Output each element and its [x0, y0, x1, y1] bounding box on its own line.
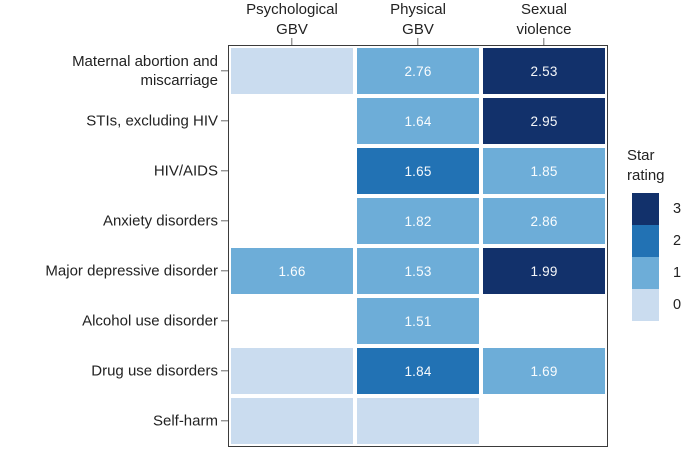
- cell-value: 1.85: [530, 163, 558, 179]
- legend-entry: 0: [632, 288, 685, 321]
- y-axis-tick: [221, 220, 228, 222]
- cell-value: 2.76: [404, 63, 432, 79]
- legend-label: 3: [673, 200, 682, 217]
- column-header: Psychological GBV: [246, 1, 338, 38]
- row-label: Alcohol use disorder: [82, 312, 218, 330]
- heatmap-cell: 1.51: [357, 298, 479, 344]
- heatmap-cell: [231, 348, 353, 394]
- cell-value: 1.99: [530, 263, 558, 279]
- cell-value: 1.66: [278, 263, 306, 279]
- y-axis-tick: [221, 370, 228, 372]
- cell-value: 2.53: [530, 63, 558, 79]
- cell-value: 1.65: [404, 163, 432, 179]
- heatmap-cell: 1.99: [483, 248, 605, 294]
- heatmap-cell: 1.82: [357, 198, 479, 244]
- plot-grid: 2.76 2.53 1.64 2.95 1.65 1.85 1.82 2.86 1.66 1.53…: [228, 45, 608, 447]
- heatmap-cell: 1.53: [357, 248, 479, 294]
- cell-value: 2.86: [530, 213, 558, 229]
- cell-value: 1.84: [404, 363, 432, 379]
- row-label: Maternal abortion and miscarriage: [72, 52, 218, 89]
- legend-entry: 2: [632, 224, 685, 257]
- legend-label: 1: [673, 264, 682, 281]
- legend-swatch: [632, 224, 659, 257]
- heatmap-cell: [231, 298, 353, 344]
- cell-value: 1.51: [404, 313, 432, 329]
- row-label: Anxiety disorders: [102, 212, 218, 230]
- legend-swatch: [632, 288, 659, 321]
- y-axis-tick: [221, 270, 228, 272]
- heatmap-cell: [483, 398, 605, 444]
- x-axis-tick: [417, 38, 419, 45]
- legend: Star rating 3 2 1 0: [627, 146, 685, 321]
- heatmap-cell: [231, 398, 353, 444]
- y-axis-tick: [221, 170, 228, 172]
- y-axis-tick: [221, 320, 228, 322]
- heatmap-cell: 1.69: [483, 348, 605, 394]
- heatmap-cell: [357, 398, 479, 444]
- legend-label: 0: [673, 296, 682, 313]
- heatmap-cell: 1.84: [357, 348, 479, 394]
- heatmap-cell: [483, 298, 605, 344]
- cell-value: 1.53: [404, 263, 432, 279]
- cell-value: 1.69: [530, 363, 558, 379]
- x-axis-tick: [543, 38, 545, 45]
- heatmap-cell: 2.53: [483, 48, 605, 94]
- legend-label: 2: [673, 232, 682, 249]
- y-axis-tick: [221, 70, 228, 72]
- heatmap-cell: [231, 198, 353, 244]
- legend-entry: 1: [632, 256, 685, 289]
- cell-value: 1.64: [404, 113, 432, 129]
- legend-title: Star rating: [627, 147, 665, 184]
- row-label: Major depressive disorder: [45, 262, 218, 280]
- y-axis-tick: [221, 120, 228, 122]
- heatmap-cell: 2.76: [357, 48, 479, 94]
- legend-colorbar: 3 2 1 0: [632, 192, 685, 321]
- cell-value: 1.82: [404, 213, 432, 229]
- row-label: STIs, excluding HIV: [86, 112, 218, 130]
- heatmap-cell: 2.95: [483, 98, 605, 144]
- column-header: Physical GBV: [390, 1, 446, 38]
- y-axis-tick: [221, 420, 228, 422]
- row-label: HIV/AIDS: [153, 162, 218, 180]
- heatmap-cell: [231, 148, 353, 194]
- heatmap-cell: 1.65: [357, 148, 479, 194]
- row-label: Self-harm: [152, 412, 218, 430]
- row-label: Drug use disorders: [91, 362, 218, 380]
- heatmap-cell: 1.85: [483, 148, 605, 194]
- legend-entry: 3: [632, 192, 685, 225]
- heatmap-cell: 1.66: [231, 248, 353, 294]
- heatmap-cell: [231, 48, 353, 94]
- cell-value: 2.95: [530, 113, 558, 129]
- legend-swatch: [632, 192, 659, 225]
- heatmap-cell: 1.64: [357, 98, 479, 144]
- x-axis-tick: [291, 38, 293, 45]
- heatmap-cell: 2.86: [483, 198, 605, 244]
- column-header: Sexual violence: [516, 1, 572, 38]
- legend-swatch: [632, 256, 659, 289]
- heatmap-cell: [231, 98, 353, 144]
